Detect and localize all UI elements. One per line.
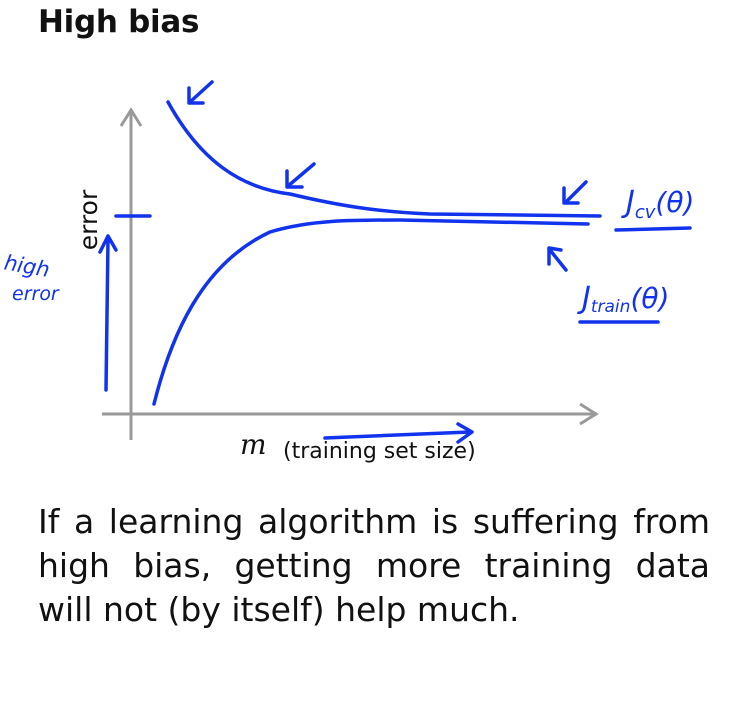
cv-mid-arrow bbox=[285, 162, 316, 189]
j-cv-underline bbox=[614, 226, 692, 232]
learning-curve-diagram: error m (training set size) bbox=[2, 80, 694, 464]
m-increase-arrow bbox=[323, 430, 472, 440]
j-train-subscript: train bbox=[591, 297, 631, 317]
slide-title: High bias bbox=[38, 4, 200, 40]
j-cv-curve bbox=[166, 100, 602, 218]
train-end-arrow bbox=[547, 246, 568, 272]
j-train-argument: (θ) bbox=[630, 282, 669, 315]
j-cv-label: Jcv(θ) bbox=[621, 185, 694, 223]
x-axis-label: (training set size) bbox=[283, 439, 476, 464]
axes bbox=[102, 107, 599, 440]
x-axis-arrowhead bbox=[579, 402, 599, 426]
hand-annotations bbox=[98, 80, 692, 444]
x-axis-symbol: m bbox=[240, 428, 267, 461]
j-cv-subscript: cv bbox=[635, 202, 656, 223]
y-axis-label: error bbox=[74, 189, 103, 250]
j-cv-argument: (θ) bbox=[655, 186, 694, 219]
high-error-arrowhead bbox=[98, 234, 118, 254]
j-train-letter: J bbox=[577, 281, 591, 316]
j-train-curve bbox=[152, 218, 590, 406]
high-error-note-line-2: error bbox=[12, 283, 60, 305]
cv-start-arrow bbox=[187, 80, 214, 105]
conclusion-text: If a learning algorithm is suffering fro… bbox=[38, 502, 710, 629]
high-error-arrow bbox=[104, 238, 110, 392]
cv-end-arrow bbox=[562, 180, 588, 205]
y-axis-arrowhead bbox=[119, 107, 143, 127]
j-train-label: Jtrain(θ) bbox=[577, 281, 669, 317]
high-error-note-line-1: high bbox=[2, 250, 51, 282]
j-cv-letter: J bbox=[621, 185, 635, 220]
m-increase-arrowhead bbox=[456, 422, 474, 444]
